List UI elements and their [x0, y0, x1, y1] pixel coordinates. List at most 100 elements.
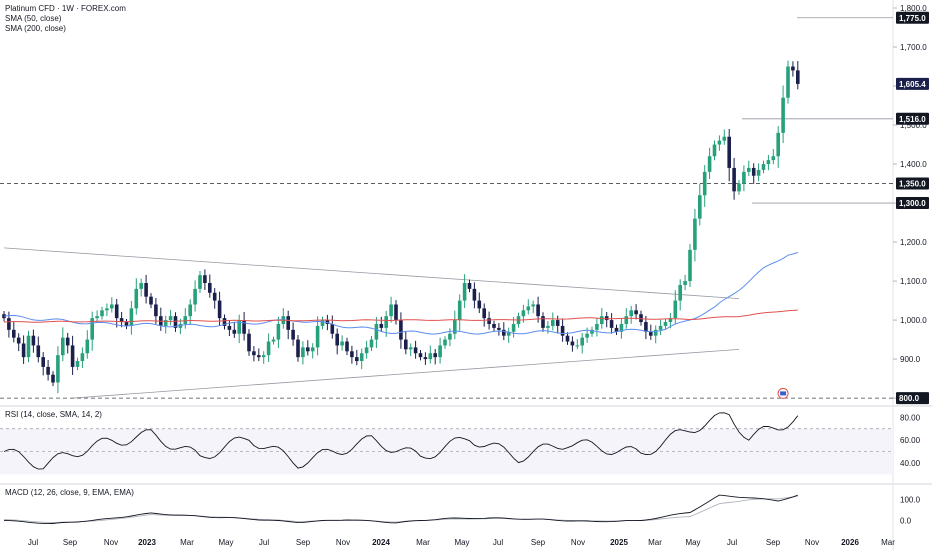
price-label: 1,605.4 — [899, 80, 926, 89]
candle-body — [761, 164, 766, 170]
candle — [418, 350, 423, 361]
symbol-title[interactable]: Platinum CFD · 1W · FOREX.com — [5, 4, 126, 13]
x-tick-label: Nov — [571, 538, 585, 547]
candle-body — [624, 316, 629, 324]
candle-body — [614, 327, 619, 332]
candle-body — [330, 323, 335, 334]
candle — [266, 333, 271, 362]
x-tick-label: Mar — [881, 538, 895, 547]
candle-body — [423, 357, 428, 360]
study-sma50[interactable]: SMA (50, close) — [5, 14, 62, 23]
candle-body — [178, 323, 183, 328]
candle — [90, 311, 94, 351]
candle-body — [521, 310, 526, 317]
candle-body — [531, 304, 535, 307]
candle — [232, 322, 237, 338]
candle-body — [75, 361, 80, 367]
candle — [374, 316, 379, 349]
candle-body — [776, 132, 780, 157]
candle-body — [570, 341, 575, 346]
candle — [747, 160, 751, 177]
price-label-box — [896, 392, 929, 405]
candle — [276, 316, 281, 349]
x-tick-label: Sep — [531, 538, 546, 547]
candle — [404, 331, 408, 355]
rsi-label[interactable]: RSI (14, close, SMA, 14, 2) — [5, 410, 102, 419]
candle-body — [198, 275, 202, 289]
x-tick-label: Jul — [493, 538, 503, 547]
candle-body — [673, 300, 678, 319]
study-sma200[interactable]: SMA (200, close) — [5, 24, 66, 33]
candle — [110, 297, 114, 313]
candle-body — [51, 374, 55, 383]
macd-tick-label: 100.0 — [900, 496, 921, 505]
candle — [149, 293, 153, 309]
candle-body — [732, 167, 736, 192]
candle — [619, 318, 624, 339]
candle — [247, 329, 251, 356]
candle — [639, 310, 643, 326]
rsi-line — [3, 412, 799, 470]
candle — [722, 129, 727, 145]
candle — [683, 274, 687, 291]
candle — [658, 319, 663, 336]
candle — [198, 271, 202, 294]
candle-body — [600, 316, 604, 324]
candle-body — [149, 296, 153, 305]
candle-body — [276, 323, 281, 340]
x-tick-label: 2023 — [138, 538, 156, 547]
candle — [604, 311, 609, 328]
candle-body — [105, 308, 109, 311]
candle-body — [585, 333, 589, 338]
candle — [163, 315, 168, 334]
candle-body — [31, 335, 36, 346]
candle — [565, 332, 570, 345]
candle — [649, 324, 653, 340]
candle — [555, 315, 560, 334]
candle — [222, 314, 227, 330]
candle-body — [247, 333, 251, 352]
candle — [144, 274, 148, 304]
candle-body — [310, 347, 315, 352]
candle-body — [771, 156, 776, 161]
candle-body — [355, 357, 359, 362]
candle-body — [306, 347, 310, 352]
price-label-box — [896, 112, 929, 125]
candle-body — [129, 308, 134, 326]
candle — [796, 61, 800, 90]
candle — [727, 128, 731, 182]
candle-body — [457, 300, 462, 321]
candle-body — [100, 310, 104, 317]
macd-label[interactable]: MACD (12, 26, close, 9, EMA, EMA) — [5, 488, 134, 497]
candle-body — [394, 304, 398, 321]
x-tick-label: Sep — [296, 538, 311, 547]
price-label-box — [896, 197, 929, 210]
candle-body — [227, 325, 232, 330]
candle — [438, 337, 442, 364]
candle-body — [443, 339, 447, 346]
candle — [183, 308, 188, 329]
y-tick-label: 1,700.0 — [900, 43, 927, 52]
candle — [707, 147, 712, 179]
candle — [217, 291, 222, 326]
candle-body — [629, 310, 633, 317]
candle-body — [555, 320, 560, 326]
trendline — [3, 247, 740, 300]
candle — [364, 340, 369, 359]
candle-body — [237, 320, 241, 334]
candle-body — [796, 70, 800, 84]
candle — [340, 335, 344, 351]
candle — [119, 311, 124, 328]
candle-body — [634, 310, 638, 315]
candle-body — [212, 292, 217, 301]
candle — [46, 359, 50, 381]
candle — [629, 305, 633, 324]
candle-body — [252, 351, 256, 356]
candle-body — [90, 318, 94, 340]
candle — [413, 340, 418, 359]
candle-body — [61, 337, 65, 356]
candle-body — [702, 171, 707, 196]
candle-body — [580, 337, 584, 346]
candle-body — [658, 325, 663, 330]
